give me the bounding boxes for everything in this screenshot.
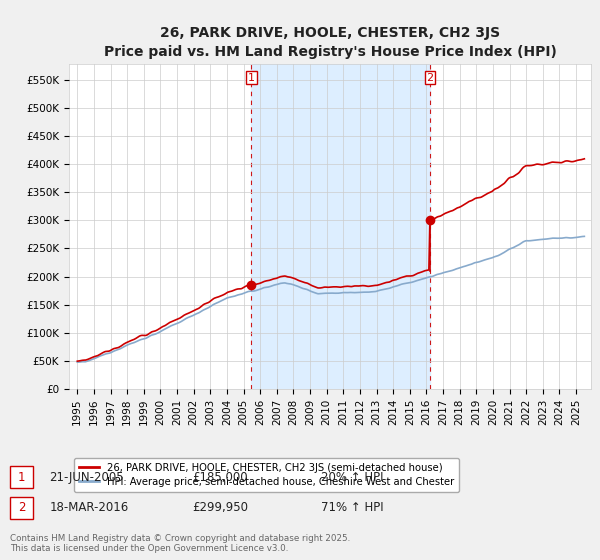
- Text: 21-JUN-2005: 21-JUN-2005: [49, 470, 124, 484]
- Text: 2: 2: [427, 72, 433, 82]
- Text: £299,950: £299,950: [192, 501, 248, 515]
- Bar: [251, 64, 430, 389]
- Text: Contains HM Land Registry data © Crown copyright and database right 2025.
This d: Contains HM Land Registry data © Crown c…: [10, 534, 350, 553]
- Text: £185,000: £185,000: [192, 470, 248, 484]
- Text: 1: 1: [18, 470, 25, 484]
- Text: 18-MAR-2016: 18-MAR-2016: [49, 501, 128, 515]
- Title: 26, PARK DRIVE, HOOLE, CHESTER, CH2 3JS
Price paid vs. HM Land Registry's House : 26, PARK DRIVE, HOOLE, CHESTER, CH2 3JS …: [104, 26, 556, 59]
- Text: 2: 2: [18, 501, 25, 515]
- Legend: 26, PARK DRIVE, HOOLE, CHESTER, CH2 3JS (semi-detached house), HPI: Average pric: 26, PARK DRIVE, HOOLE, CHESTER, CH2 3JS …: [74, 458, 459, 492]
- Text: 1: 1: [248, 72, 255, 82]
- Text: 71% ↑ HPI: 71% ↑ HPI: [321, 501, 383, 515]
- Text: 20% ↑ HPI: 20% ↑ HPI: [321, 470, 383, 484]
